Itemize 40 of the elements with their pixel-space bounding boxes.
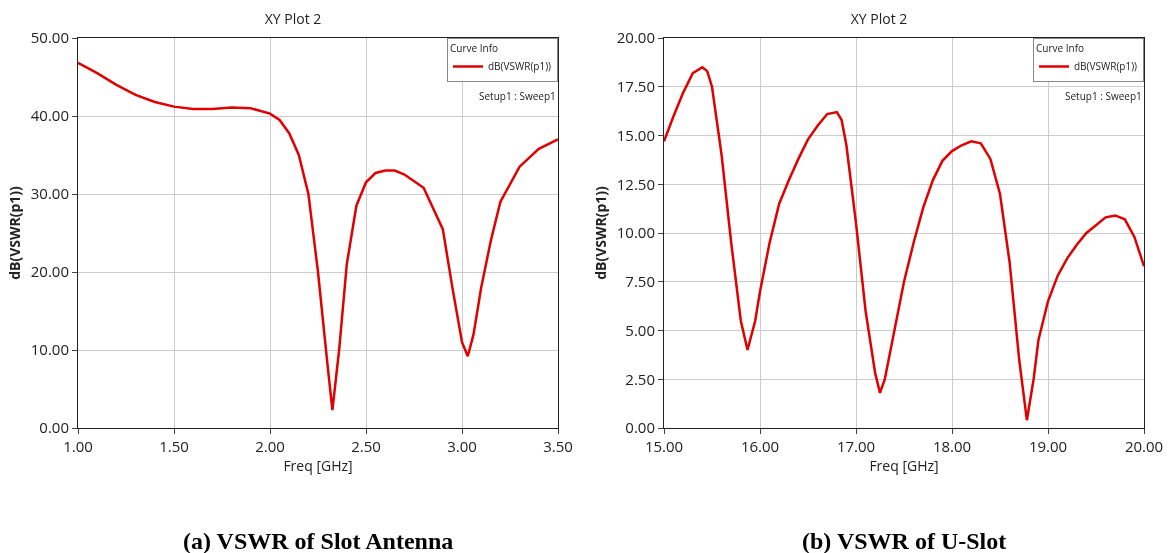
y-tick-label: 5.00 [625, 319, 655, 340]
y-tick-label: 15.00 [616, 124, 655, 145]
x-tick-label: 1.00 [63, 436, 93, 456]
legend-label: dB(VSWR(p1)) [1074, 59, 1138, 74]
x-tick-label: 19.00 [1028, 436, 1068, 456]
annotation: Setup1 : Sweep1 [1065, 89, 1142, 103]
y-tick-label: 20.00 [616, 27, 655, 48]
annotation: Setup1 : Sweep1 [479, 89, 556, 103]
y-tick-label: 40.00 [30, 105, 69, 126]
x-tick-label: 2.50 [351, 436, 381, 456]
x-tick-label: 20.00 [1124, 436, 1164, 456]
y-tick-label: 17.50 [616, 76, 655, 96]
legend-title: Curve Info [1036, 41, 1085, 55]
y-tick-label: 30.00 [30, 183, 69, 204]
y-tick-label: 10.00 [616, 222, 655, 243]
x-axis-title: Freq [GHz] [869, 456, 939, 475]
y-tick-label: 10.00 [30, 339, 69, 360]
chart-title: XY Plot 2 [264, 8, 322, 28]
y-axis-title: dB(VSWR(p1)) [591, 185, 611, 280]
y-tick-label: 0.00 [625, 417, 655, 438]
y-tick-label: 7.50 [625, 271, 655, 291]
x-tick-label: 3.50 [543, 436, 573, 456]
x-tick-label: 18.00 [932, 436, 972, 456]
x-tick-label: 1.50 [159, 436, 189, 456]
chart-title: XY Plot 2 [850, 8, 908, 28]
x-tick-label: 2.00 [255, 436, 285, 456]
y-tick-label: 50.00 [30, 27, 69, 48]
x-tick-label: 16.00 [740, 436, 780, 456]
y-tick-label: 12.50 [616, 173, 655, 194]
y-tick-label: 0.00 [39, 417, 69, 438]
x-tick-label: 15.00 [644, 436, 684, 456]
legend-title: Curve Info [450, 41, 499, 55]
x-tick-label: 17.00 [836, 436, 876, 456]
legend-label: dB(VSWR(p1)) [488, 59, 552, 74]
y-axis-title: dB(VSWR(p1)) [5, 185, 25, 280]
y-tick-label: 20.00 [30, 261, 69, 282]
x-axis-title: Freq [GHz] [283, 456, 353, 475]
x-tick-label: 3.00 [447, 436, 477, 456]
y-tick-label: 2.50 [625, 368, 655, 389]
line-series [78, 61, 558, 412]
